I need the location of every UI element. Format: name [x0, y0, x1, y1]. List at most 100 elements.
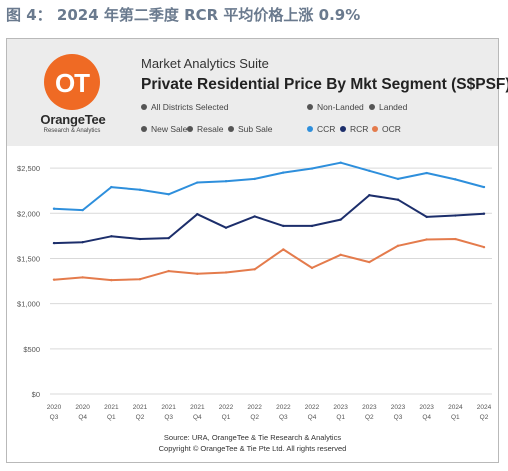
- x-tick-label-quarter: Q1: [107, 414, 116, 421]
- data-point-ocr: [110, 278, 113, 282]
- radio-dot-icon: [369, 103, 375, 110]
- data-point-rcr: [196, 212, 199, 216]
- data-point-ccr: [110, 185, 113, 189]
- data-point-ocr: [224, 271, 228, 274]
- x-tick-label-year: 2022: [219, 404, 234, 411]
- filter-new-sale[interactable]: New Sale: [141, 124, 187, 134]
- x-tick-label-quarter: Q4: [422, 414, 431, 421]
- x-tick-label-quarter: Q4: [308, 414, 317, 421]
- y-tick-label: $500: [23, 345, 40, 354]
- x-tick-label-year: 2021: [161, 404, 176, 411]
- x-tick-label-quarter: Q2: [480, 414, 489, 421]
- radio-dot-icon: [307, 103, 313, 110]
- data-point-ccr: [52, 207, 56, 210]
- suite-name: Market Analytics Suite: [141, 56, 269, 71]
- chart-copyright: Copyright © OrangeTee & Tie Pte Ltd. All…: [158, 444, 347, 453]
- x-tick-label-year: 2022: [247, 404, 262, 411]
- data-point-rcr: [396, 198, 400, 201]
- data-point-ocr: [425, 238, 428, 241]
- data-point-rcr: [482, 212, 486, 215]
- y-tick-label: $1,500: [17, 254, 40, 263]
- series-line-ccr: [53, 161, 485, 212]
- data-point-rcr: [253, 215, 256, 218]
- radio-dot-icon: [141, 125, 147, 132]
- x-tick-label-year: 2023: [419, 404, 434, 411]
- legend-ocr[interactable]: OCR: [372, 124, 401, 134]
- x-tick-label-year: 2023: [391, 404, 406, 411]
- x-tick-label-quarter: Q1: [451, 414, 460, 421]
- series-line-ocr: [53, 238, 485, 282]
- data-point-rcr: [167, 236, 170, 240]
- data-point-rcr: [110, 235, 113, 238]
- chart-source: Source: URA, OrangeTee & Tie Research & …: [163, 433, 342, 442]
- orangetee-logo: OT: [44, 54, 100, 110]
- data-point-rcr: [224, 226, 228, 229]
- chart-card: OT OrangeTee Research & Analytics Market…: [6, 38, 508, 463]
- data-point-rcr: [425, 215, 428, 219]
- data-point-ocr: [253, 268, 256, 271]
- brand-name: OrangeTee: [40, 112, 106, 127]
- filter-landed[interactable]: Landed: [369, 102, 407, 112]
- data-point-ccr: [138, 188, 142, 191]
- brand-subtitle: Research & Analytics: [43, 128, 101, 134]
- chart-title: Private Residential Price By Mkt Segment…: [141, 76, 508, 93]
- data-point-ccr: [224, 179, 228, 183]
- x-tick-label-quarter: Q1: [222, 414, 231, 421]
- data-point-rcr: [368, 193, 371, 197]
- x-tick-label-year: 2021: [104, 404, 119, 411]
- x-tick-label-quarter: Q3: [279, 414, 288, 421]
- y-tick-label: $2,000: [17, 209, 40, 218]
- data-point-ccr: [253, 177, 256, 181]
- x-tick-label-quarter: Q4: [193, 414, 202, 421]
- line-chart: $0 $500 $1,000 $1,500 $2,000 $2,500 2020 Q3 2020…: [17, 161, 492, 421]
- data-point-ocr: [368, 260, 371, 264]
- x-tick-label-year: 2024: [448, 404, 463, 411]
- legend-swatch-rcr: [340, 125, 346, 132]
- radio-dot-icon: [141, 103, 147, 110]
- legend-rcr[interactable]: RCR: [340, 124, 368, 134]
- x-tick-label-year: 2020: [75, 404, 90, 411]
- data-point-rcr: [310, 224, 314, 228]
- data-point-ocr: [482, 245, 486, 249]
- data-point-rcr: [81, 240, 84, 244]
- x-tick-label-year: 2022: [305, 404, 320, 411]
- x-tick-label-year: 2020: [47, 404, 62, 411]
- x-tick-label-quarter: Q4: [78, 414, 87, 421]
- legend-swatch-ccr: [307, 125, 313, 132]
- data-point-rcr: [282, 224, 285, 228]
- data-point-ccr: [425, 171, 428, 175]
- data-point-ccr: [81, 208, 84, 212]
- figure-caption: 图 4： 2024 年第二季度 RCR 平均价格上涨 0.9%: [6, 6, 361, 24]
- filter-resale[interactable]: Resale: [187, 124, 223, 134]
- x-tick-label-year: 2022: [276, 404, 291, 411]
- x-tick-label-quarter: Q3: [394, 414, 403, 421]
- data-point-ccr: [282, 171, 285, 174]
- y-tick-label: $0: [32, 390, 40, 399]
- y-tick-label: $2,500: [17, 164, 40, 173]
- radio-dot-icon: [187, 125, 193, 132]
- x-tick-label-year: 2021: [133, 404, 148, 411]
- legend-swatch-ocr: [372, 125, 378, 132]
- data-point-ocr: [138, 278, 142, 281]
- data-point-ocr: [310, 266, 314, 270]
- data-point-ccr: [167, 193, 170, 196]
- data-point-ccr: [396, 177, 400, 181]
- filter-all-districts[interactable]: All Districts Selected: [141, 102, 228, 112]
- data-point-ccr: [339, 161, 342, 164]
- data-point-ccr: [196, 181, 199, 184]
- legend-ccr[interactable]: CCR: [307, 124, 335, 134]
- data-point-ocr: [196, 272, 199, 276]
- data-point-ocr: [396, 244, 400, 247]
- data-point-ocr: [339, 253, 342, 257]
- logo-mark: OT: [54, 68, 90, 98]
- data-point-ocr: [282, 248, 285, 251]
- x-tick-label-quarter: Q3: [164, 414, 173, 421]
- y-tick-label: $1,000: [17, 300, 40, 309]
- filter-sub-sale[interactable]: Sub Sale: [228, 124, 273, 134]
- filter-non-landed[interactable]: Non-Landed: [307, 102, 364, 112]
- data-point-ccr: [368, 169, 371, 172]
- x-tick-label-year: 2023: [333, 404, 348, 411]
- x-tick-label-year: 2021: [190, 404, 205, 411]
- data-point-ocr: [81, 276, 84, 279]
- data-point-rcr: [454, 214, 457, 217]
